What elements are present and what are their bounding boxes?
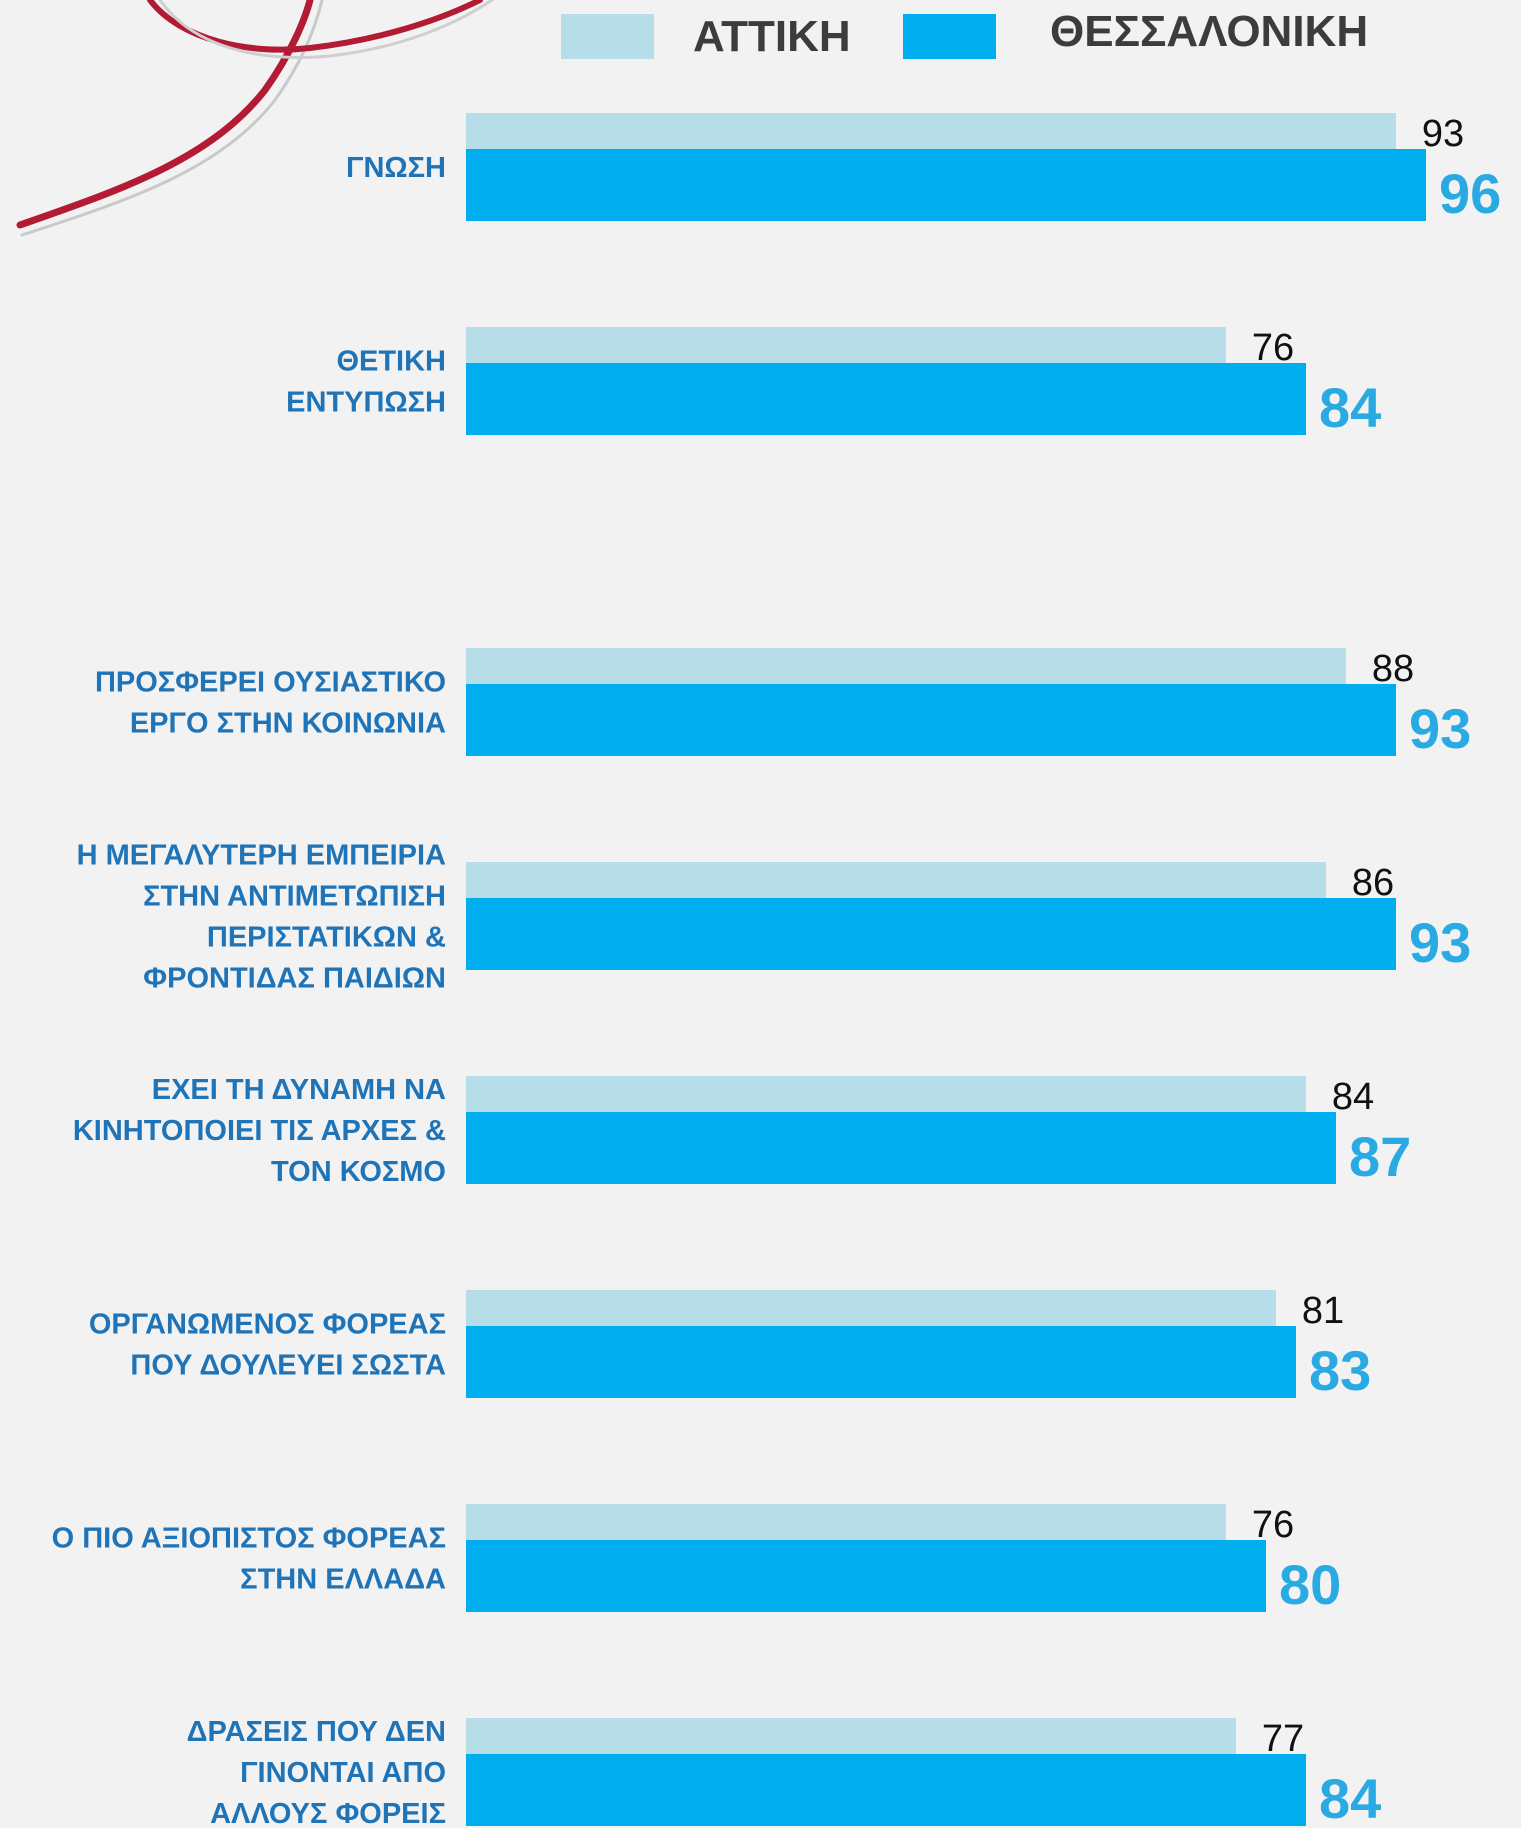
- bar-thessaloniki: [466, 1112, 1336, 1184]
- legend: ΑΤΤΙΚΗ ΘΕΣΣΑΛΟΝΙΚΗ: [561, 7, 1368, 61]
- bar-thessaloniki: [466, 149, 1426, 221]
- bar-thessaloniki: [466, 1754, 1306, 1826]
- value-label-thessaloniki: 93: [1409, 697, 1471, 760]
- value-label-attica: 88: [1372, 648, 1414, 690]
- bar-attica: [466, 327, 1226, 363]
- value-label-thessaloniki: 84: [1319, 376, 1381, 439]
- category-label-line: ΔΡΑΣΕΙΣ ΠΟΥ ΔΕΝ: [187, 1716, 446, 1748]
- bars-group: 93 96 ΓΝΩΣΗ 76 84 ΘΕΤΙΚΗ ΕΝΤΥΠΩΣΗ 88 93 ΠΡΟΣΦΕΡΕΙ…: [52, 113, 1501, 1828]
- bar-attica: [466, 1504, 1226, 1540]
- category-label-line: ΚΙΝΗΤΟΠΟΙΕΙ ΤΙΣ ΑΡΧΕΣ &: [73, 1115, 446, 1147]
- category-label-line: ΠΟΥ ΔΟΥΛΕΥΕΙ ΣΩΣΤΑ: [130, 1350, 446, 1382]
- value-label-thessaloniki: 93: [1409, 911, 1471, 974]
- bar-attica: [466, 1076, 1306, 1112]
- category-label: ΟΡΓΑΝΩΜΕΝΟΣ ΦΟΡΕΑΣ ΠΟΥ ΔΟΥΛΕΥΕΙ ΣΩΣΤΑ: [89, 1309, 446, 1382]
- legend-label-attica: ΑΤΤΙΚΗ: [693, 12, 851, 61]
- category-label-line: ΓΝΩΣΗ: [346, 152, 446, 184]
- value-label-thessaloniki: 87: [1349, 1125, 1411, 1188]
- category-label: ΘΕΤΙΚΗ ΕΝΤΥΠΩΣΗ: [286, 346, 446, 419]
- legend-swatch-thessaloniki: [903, 14, 996, 59]
- category-label: ΠΡΟΣΦΕΡΕΙ ΟΥΣΙΑΣΤΙΚΟ ΕΡΓΟ ΣΤΗΝ ΚΟΙΝΩΝΙΑ: [95, 667, 446, 740]
- bar-thessaloniki: [466, 363, 1306, 435]
- category-label: ΕΧΕΙ ΤΗ ΔΥΝΑΜΗ ΝΑ ΚΙΝΗΤΟΠΟΙΕΙ ΤΙΣ ΑΡΧΕΣ &…: [73, 1074, 446, 1188]
- value-label-attica: 76: [1252, 327, 1294, 369]
- category-label: Ο ΠΙΟ ΑΞΙΟΠΙΣΤΟΣ ΦΟΡΕΑΣ ΣΤΗΝ ΕΛΛΑΔΑ: [52, 1523, 446, 1596]
- value-label-attica: 77: [1262, 1718, 1304, 1760]
- category-label-line: ΦΡΟΝΤΙΔΑΣ ΠΑΙΔΙΩΝ: [143, 963, 446, 995]
- category-label-line: ΑΛΛΟΥΣ ΦΟΡΕΙΣ: [210, 1798, 446, 1828]
- category-label-line: ΤΟΝ ΚΟΣΜΟ: [271, 1156, 446, 1188]
- bar-attica: [466, 1290, 1276, 1326]
- category-label-line: Ο ΠΙΟ ΑΞΙΟΠΙΣΤΟΣ ΦΟΡΕΑΣ: [52, 1523, 446, 1555]
- value-label-attica: 81: [1302, 1290, 1344, 1332]
- category-label-line: ΕΝΤΥΠΩΣΗ: [286, 387, 446, 419]
- red-ribbon-decoration: [16, 0, 494, 237]
- category-label-line: ΕΧΕΙ ΤΗ ΔΥΝΑΜΗ ΝΑ: [152, 1074, 446, 1106]
- value-label-thessaloniki: 84: [1319, 1767, 1381, 1828]
- bar-thessaloniki: [466, 898, 1396, 970]
- value-label-attica: 86: [1352, 862, 1394, 904]
- bar-thessaloniki: [466, 684, 1396, 756]
- value-label-thessaloniki: 80: [1279, 1553, 1341, 1616]
- bar-thessaloniki: [466, 1326, 1296, 1398]
- category-label-line: Η ΜΕΓΑΛΥΤΕΡΗ ΕΜΠΕΙΡΙΑ: [77, 840, 446, 872]
- value-label-thessaloniki: 96: [1439, 162, 1501, 225]
- value-label-thessaloniki: 83: [1309, 1339, 1371, 1402]
- bar-attica: [466, 113, 1396, 149]
- category-label-line: ΟΡΓΑΝΩΜΕΝΟΣ ΦΟΡΕΑΣ: [89, 1309, 446, 1341]
- category-label-line: ΘΕΤΙΚΗ: [336, 346, 446, 378]
- category-label-line: ΣΤΗΝ ΕΛΛΑΔΑ: [240, 1564, 446, 1596]
- category-label: ΓΝΩΣΗ: [346, 152, 446, 184]
- category-label-line: ΣΤΗΝ ΑΝΤΙΜΕΤΩΠΙΣΗ: [143, 881, 446, 913]
- bar-attica: [466, 648, 1346, 684]
- category-label: ΔΡΑΣΕΙΣ ΠΟΥ ΔΕΝ ΓΙΝΟΝΤΑΙ ΑΠΟ ΑΛΛΟΥΣ ΦΟΡΕΙΣ: [187, 1716, 446, 1828]
- category-label-line: ΠΡΟΣΦΕΡΕΙ ΟΥΣΙΑΣΤΙΚΟ: [95, 667, 446, 699]
- category-label-line: ΕΡΓΟ ΣΤΗΝ ΚΟΙΝΩΝΙΑ: [130, 708, 446, 740]
- bar-thessaloniki: [466, 1540, 1266, 1612]
- value-label-attica: 76: [1252, 1504, 1294, 1546]
- category-label-line: ΠΕΡΙΣΤΑΤΙΚΩΝ &: [207, 922, 446, 954]
- bar-attica: [466, 1718, 1236, 1754]
- category-label-line: ΓΙΝΟΝΤΑΙ ΑΠΟ: [240, 1757, 446, 1789]
- bar-attica: [466, 862, 1326, 898]
- value-label-attica: 84: [1332, 1076, 1374, 1118]
- category-label: Η ΜΕΓΑΛΥΤΕΡΗ ΕΜΠΕΙΡΙΑ ΣΤΗΝ ΑΝΤΙΜΕΤΩΠΙΣΗ ΠΕ…: [77, 840, 446, 995]
- legend-label-thessaloniki: ΘΕΣΣΑΛΟΝΙΚΗ: [1050, 7, 1368, 56]
- legend-swatch-attica: [561, 14, 654, 59]
- value-label-attica: 93: [1422, 113, 1464, 155]
